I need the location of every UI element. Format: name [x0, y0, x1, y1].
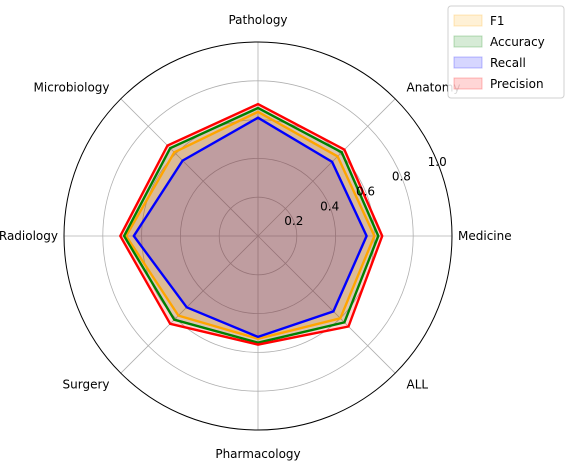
radar-labels: 0.2 0.4 0.6 0.8 1.0 Medicine Anatomy Pathology M… [0, 13, 512, 461]
category-label-microbiology: Microbiology [34, 81, 110, 95]
radar-series [118, 102, 384, 346]
radar-grid [63, 41, 453, 431]
category-label-surgery: Surgery [63, 378, 110, 392]
category-label-pharmacology: Pharmacology [215, 447, 300, 461]
r-tick-label: 0.4 [320, 199, 339, 213]
series-line-f1 [124, 110, 376, 341]
grid-spoke-5 [120, 235, 259, 374]
category-label-anatomy: Anatomy [407, 81, 461, 95]
legend-label-f1: F1 [490, 14, 505, 28]
legend-swatch-accuracy [453, 35, 483, 48]
grid-spoke-1 [257, 98, 396, 237]
series-fill-f1 [126, 111, 375, 339]
grid-spoke-7 [257, 235, 396, 374]
series-line-accuracy [122, 106, 380, 344]
r-tick-label: 0.2 [284, 214, 303, 228]
category-label-all: ALL [407, 378, 429, 392]
r-tick-label: 1.0 [428, 155, 447, 169]
legend-label-recall: Recall [490, 56, 526, 70]
series-fill-precision [120, 104, 383, 345]
series-fill-recall [133, 117, 367, 337]
category-label-pathology: Pathology [228, 13, 287, 27]
r-tick-label: 0.6 [356, 184, 375, 198]
legend-label-accuracy: Accuracy [490, 35, 545, 49]
outer-frame [63, 41, 453, 431]
grid-spoke-3 [120, 98, 259, 237]
series-fill-accuracy [124, 108, 379, 343]
r-tick-label: 0.8 [392, 170, 411, 184]
category-label-medicine: Medicine [458, 229, 512, 243]
category-label-radiology: Radiology [0, 229, 58, 243]
legend-box [447, 5, 565, 99]
legend-swatch-f1 [453, 14, 483, 27]
legend-swatch-precision [453, 77, 483, 90]
legend-label-precision: Precision [490, 77, 544, 91]
legend-swatch-recall [453, 56, 483, 69]
series-line-precision [118, 102, 384, 346]
series-line-recall [132, 116, 368, 339]
legend: F1 Accuracy Recall Precision [447, 5, 565, 99]
